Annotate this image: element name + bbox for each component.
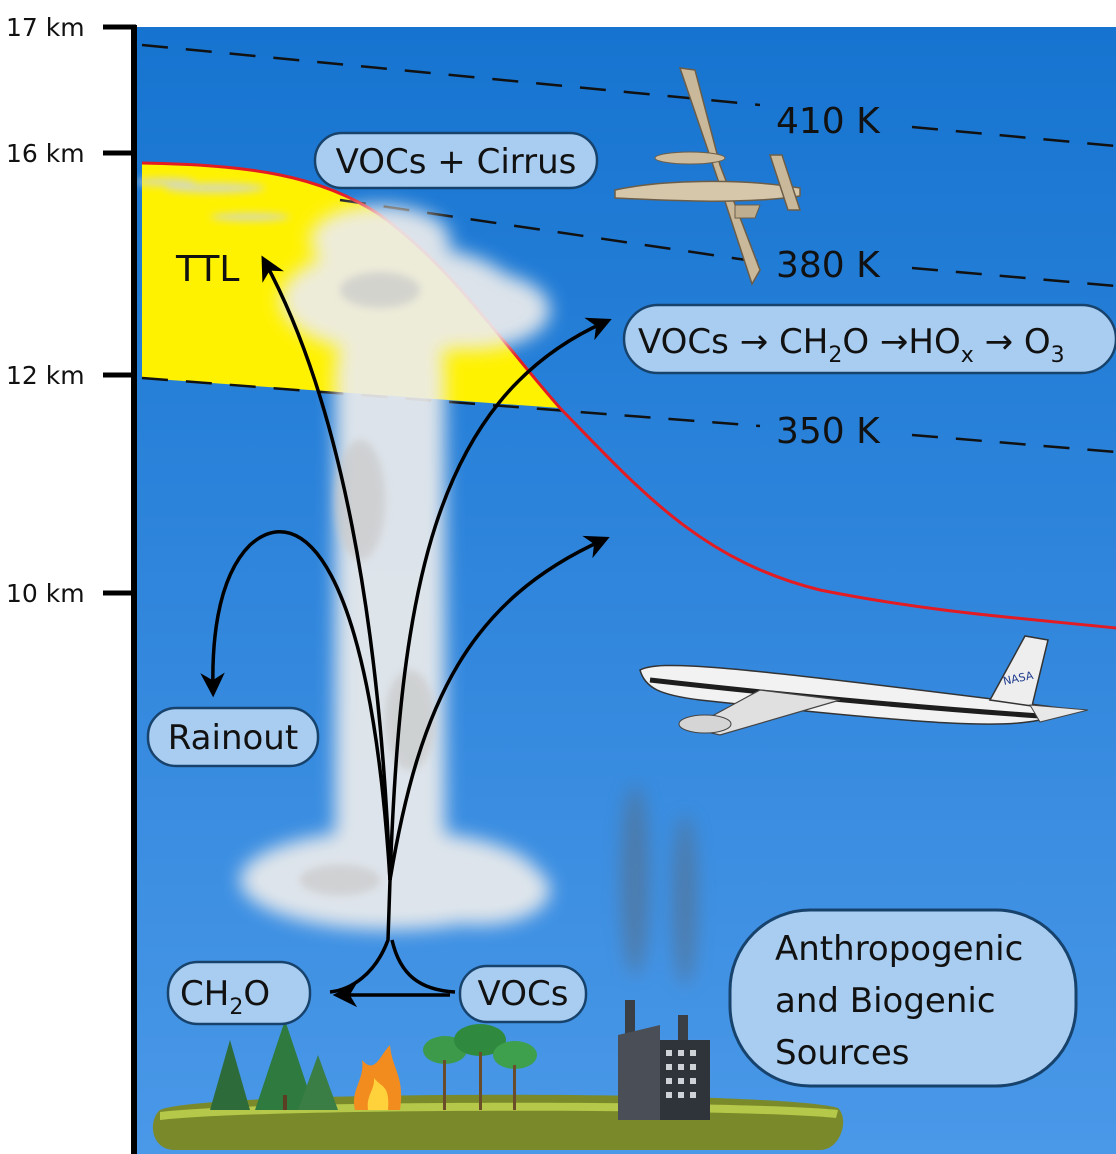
tick-label-16km: 16 km xyxy=(6,139,85,168)
isentrope-380k-line xyxy=(339,198,761,264)
vocs-ground-pill: VOCs xyxy=(458,964,588,1024)
tree-icon xyxy=(210,1020,338,1110)
sources-line-2: and Biogenic xyxy=(775,981,996,1021)
isentrope-410k-label: 410 K xyxy=(776,101,881,142)
ch2o-pill: CH2O xyxy=(166,960,312,1026)
altitude-axis: 17 km 16 km 12 km 10 km xyxy=(6,13,137,1154)
isentrope-410k-line-right xyxy=(911,125,1116,148)
sources-line-3: Sources xyxy=(775,1033,910,1073)
smoke-plume xyxy=(621,785,697,985)
isentrope-380k-label: 380 K xyxy=(776,245,881,286)
rainout-label: Rainout xyxy=(168,718,298,758)
arrow-to-ttl xyxy=(261,255,392,881)
isentrope-lines xyxy=(141,43,1116,454)
arrow-from-vocs-curve xyxy=(390,939,456,994)
tick-label-10km: 10 km xyxy=(6,579,85,608)
transport-arrows xyxy=(200,255,612,1008)
nasa-dc8-aircraft-icon: NASA xyxy=(639,635,1089,736)
fire-icon xyxy=(353,1045,402,1110)
isentrope-380k-line-right xyxy=(911,266,1116,288)
tick-label-17km: 17 km xyxy=(6,13,85,42)
ch2o-label: CH2O xyxy=(180,974,270,1020)
isentrope-350k-label: 350 K xyxy=(776,411,881,452)
tick-label-12km: 12 km xyxy=(6,361,85,390)
isentrope-350k-line-right xyxy=(911,433,1116,454)
isentrope-350k-line xyxy=(141,376,761,428)
arrow-to-chem-chain xyxy=(388,317,612,881)
high-altitude-aircraft-icon xyxy=(614,67,802,286)
chem-chain-pill: VOCs → CH2O →HOx → O3 xyxy=(622,303,1116,375)
arrow-to-midtroposphere xyxy=(388,535,610,881)
deciduous-trees-icon xyxy=(423,1024,537,1110)
factory-icon xyxy=(618,1000,710,1120)
cirrus-wisps xyxy=(135,178,290,221)
sources-line-1: Anthropogenic xyxy=(775,929,1023,969)
vocs-ground-label: VOCs xyxy=(478,974,569,1014)
vocs-cirrus-label: VOCs + Cirrus xyxy=(336,142,577,182)
rainout-pill: Rainout xyxy=(146,706,320,768)
ttl-label: TTL xyxy=(175,249,239,290)
sources-pill: Anthropogenic and Biogenic Sources xyxy=(728,908,1078,1088)
vocs-cirrus-pill: VOCs + Cirrus xyxy=(313,131,599,190)
arrow-to-rainout xyxy=(200,530,392,881)
chem-chain-label: VOCs → CH2O →HOx → O3 xyxy=(638,322,1065,368)
tropopause-line xyxy=(141,161,1116,630)
nasa-logo-text: NASA xyxy=(1002,669,1035,688)
isentrope-410k-line xyxy=(141,43,761,107)
